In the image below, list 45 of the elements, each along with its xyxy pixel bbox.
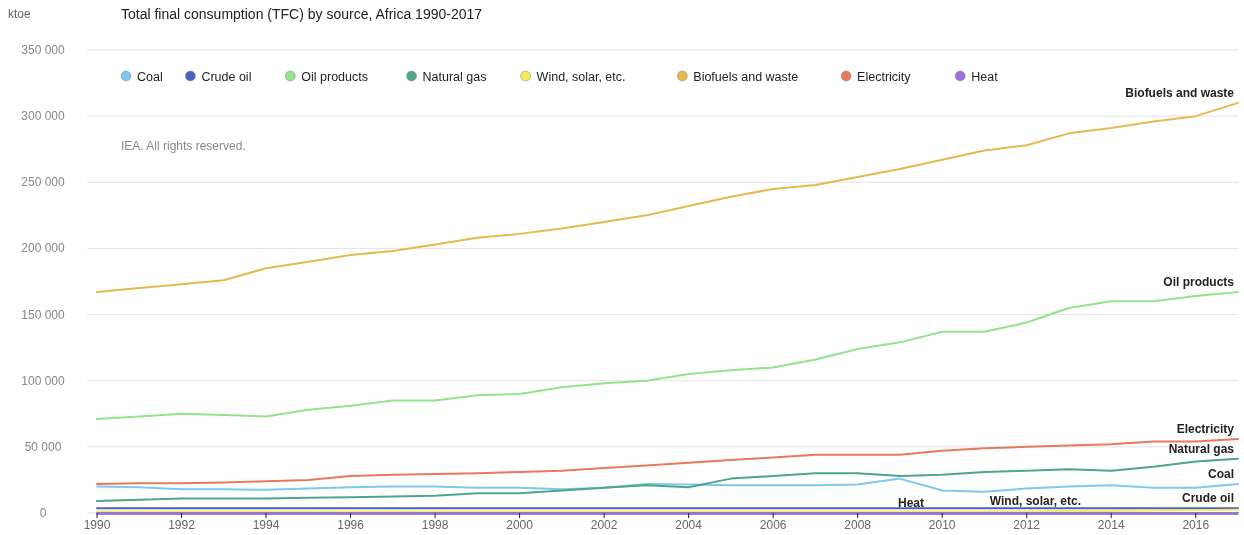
text: Crude oil	[1181, 491, 1234, 506]
x-tick-label: 1994	[252, 518, 280, 532]
line-series	[96, 291, 1239, 421]
x-tick-label: 2014	[1097, 518, 1125, 532]
line-series	[96, 437, 1239, 485]
x-tick-label: 2006	[759, 518, 787, 532]
legend-label: Crude oil	[201, 69, 252, 84]
y-tick-label: 250 000	[21, 175, 66, 190]
x-tick-label: 1996	[337, 518, 365, 532]
text: Coal	[1207, 466, 1234, 481]
x-tick-label: 2016	[1182, 518, 1210, 532]
legend-label: Wind, solar, etc.	[536, 69, 626, 84]
y-axis-title: ktoe	[8, 7, 32, 21]
x-tick-label: 1998	[421, 518, 449, 532]
text: Heat	[897, 496, 924, 510]
x-tick-label: 2012	[1013, 518, 1041, 532]
x-tick-label: 2010	[928, 518, 956, 532]
y-tick-label: 300 000	[21, 109, 66, 124]
text: Natural gas	[1168, 441, 1234, 456]
x-tick-label: 1990	[83, 518, 111, 532]
legend-label: Oil products	[301, 69, 368, 84]
y-tick-label: 0	[39, 506, 47, 520]
text: Electricity	[1176, 421, 1234, 436]
line-series	[96, 477, 1239, 493]
x-tick-label: 2008	[844, 518, 872, 532]
line-series	[96, 101, 1239, 294]
y-tick-label: 150 000	[21, 307, 66, 322]
x-tick-label: 2000	[506, 518, 534, 532]
chart-title: Total final consumption (TFC) by source, Africa 1990-2017	[121, 6, 483, 22]
x-tick-label: 2004	[675, 518, 703, 532]
annotation: IEA. All rights reserved.	[121, 139, 246, 153]
y-tick-label: 200 000	[21, 241, 66, 256]
y-tick-label: 100 000	[21, 373, 66, 388]
legend-label: Biofuels and waste	[693, 69, 799, 84]
y-tick-label: 50 000	[24, 439, 62, 454]
text: Oil products	[1163, 275, 1234, 290]
legend-label: Natural gas	[422, 69, 487, 84]
legend-label: Heat	[971, 69, 999, 84]
text: Biofuels and waste	[1125, 85, 1234, 100]
text: Wind, solar, etc.	[989, 494, 1081, 509]
legend-label: Electricity	[857, 69, 912, 84]
x-tick-label: 2002	[590, 518, 618, 532]
legend-label: Coal	[137, 69, 163, 84]
x-tick-label: 1992	[168, 518, 196, 532]
y-tick-label: 350 000	[21, 43, 66, 57]
